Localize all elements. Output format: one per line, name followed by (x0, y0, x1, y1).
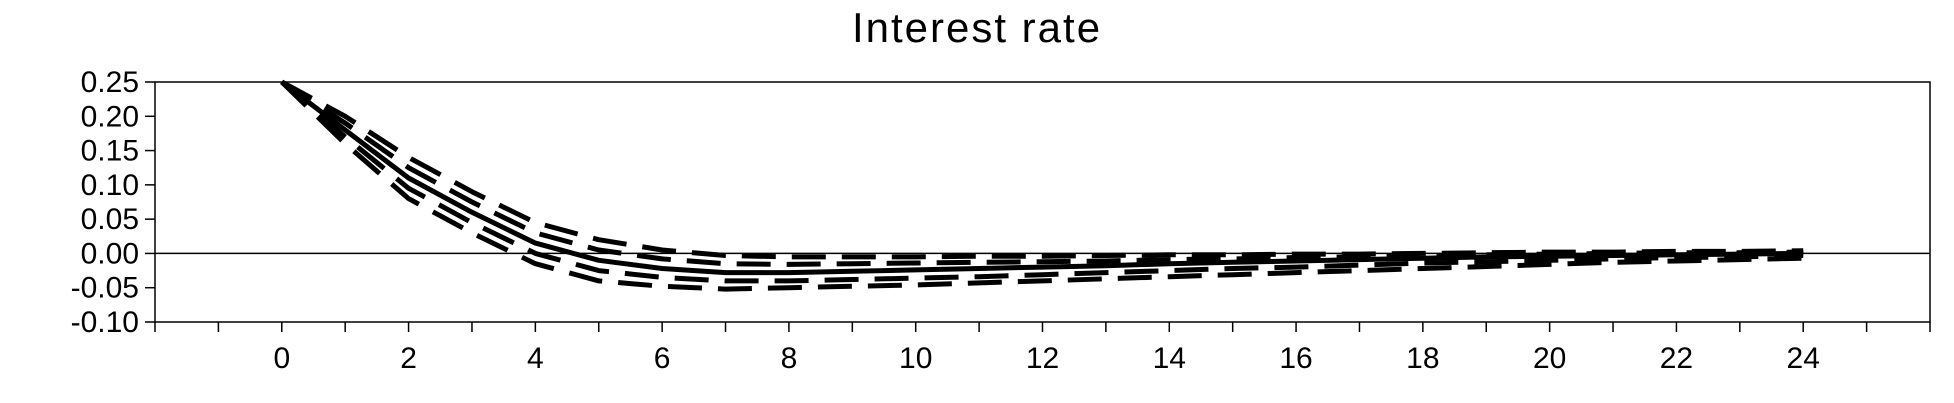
series-line-3 (280, 80, 1804, 292)
x-tick-label: 22 (1660, 342, 1693, 375)
y-tick-label: 0.00 (81, 237, 139, 270)
y-tick-label: 0.10 (81, 169, 139, 202)
series-line-4 (280, 79, 1804, 267)
chart-title: Interest rate (852, 4, 1102, 51)
x-tick-label: 10 (899, 342, 932, 375)
y-tick-label: 0.05 (81, 203, 139, 236)
x-tick-label: 18 (1406, 342, 1439, 375)
y-tick-label: -0.05 (71, 272, 139, 305)
x-tick-label: 14 (1153, 342, 1186, 375)
x-tick-label: 24 (1787, 342, 1820, 375)
x-tick-label: 6 (654, 342, 671, 375)
series-line-1 (280, 80, 1804, 276)
x-tick-label: 16 (1279, 342, 1312, 375)
plot-area: 0.250.200.150.100.050.00-0.05-0.100 2 4 6 8 1… (71, 66, 1931, 375)
y-tick-label: 0.25 (81, 66, 139, 99)
y-tick-label: -0.10 (71, 306, 139, 339)
y-tick-label: 0.20 (81, 100, 139, 133)
x-tick-label: 20 (1533, 342, 1566, 375)
x-tick-label: 8 (781, 342, 798, 375)
y-tick-label: 0.15 (81, 135, 139, 168)
series-line-5 (280, 80, 1804, 284)
plot-frame (154, 81, 1931, 323)
x-tick-label: 4 (527, 342, 544, 375)
x-tick-label: 12 (1026, 342, 1059, 375)
x-tick-label: 0 (273, 342, 290, 375)
x-tick-label: 2 (400, 342, 417, 375)
